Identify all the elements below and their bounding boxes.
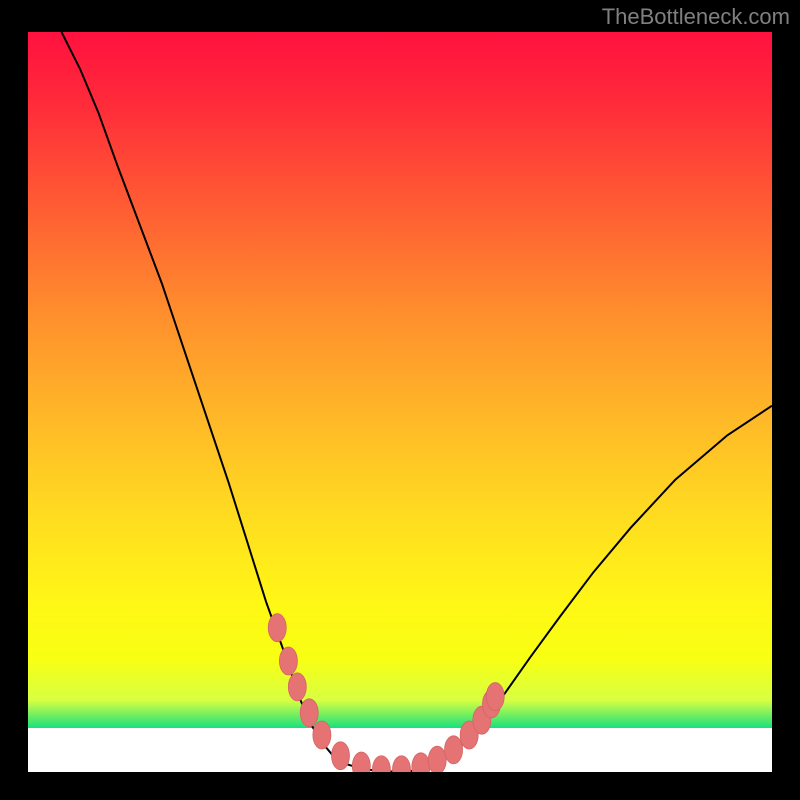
marker-point bbox=[279, 647, 297, 675]
marker-point bbox=[352, 752, 370, 772]
plot-area bbox=[28, 32, 772, 772]
data-markers bbox=[28, 32, 772, 772]
marker-point bbox=[372, 756, 390, 772]
marker-point bbox=[445, 736, 463, 764]
marker-point bbox=[486, 683, 504, 711]
marker-point bbox=[268, 614, 286, 642]
marker-point bbox=[412, 753, 430, 772]
marker-point bbox=[331, 742, 349, 770]
marker-point bbox=[428, 746, 446, 772]
marker-point bbox=[392, 756, 410, 772]
marker-point bbox=[288, 673, 306, 701]
marker-point bbox=[300, 699, 318, 727]
marker-point bbox=[313, 721, 331, 749]
figure-root: TheBottleneck.com bbox=[0, 0, 800, 800]
watermark-text: TheBottleneck.com bbox=[602, 4, 790, 30]
